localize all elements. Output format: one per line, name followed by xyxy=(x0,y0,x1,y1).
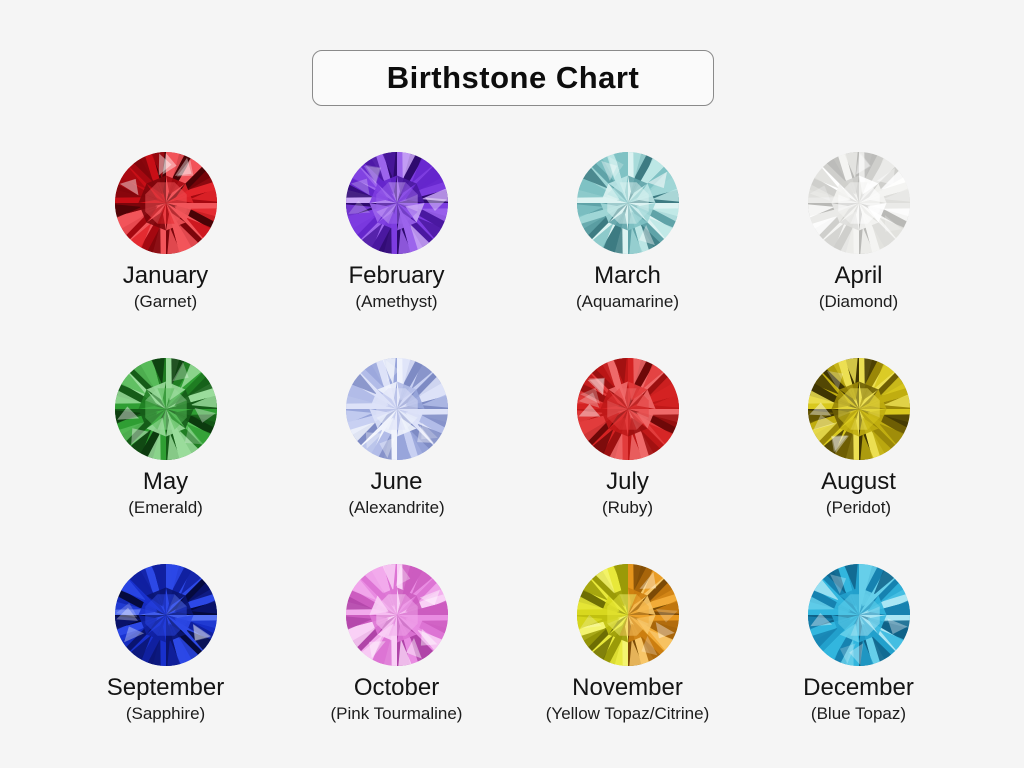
month-label: April xyxy=(834,262,883,289)
month-label: August xyxy=(821,468,896,495)
birthstone-cell-july: July (Ruby) xyxy=(512,358,743,518)
garnet-gem-icon xyxy=(114,152,217,254)
stone-label: (Peridot) xyxy=(825,498,892,517)
amethyst-gem-icon xyxy=(345,152,448,254)
month-label: September xyxy=(106,674,225,701)
alexandrite-gem-icon xyxy=(345,358,448,460)
sapphire-gem-icon xyxy=(114,564,217,666)
stone-label: (Pink Tourmaline) xyxy=(330,704,463,723)
birthstone-grid: January (Garnet) February (Amethyst) Mar… xyxy=(50,152,974,724)
stone-label: (Aquamarine) xyxy=(576,292,679,311)
birthstone-cell-december: December (Blue Topaz) xyxy=(743,564,974,724)
diamond-gem-icon xyxy=(807,152,910,254)
stone-label: (Ruby) xyxy=(601,498,653,517)
month-label: February xyxy=(348,262,445,289)
aquamarine-gem-icon xyxy=(576,152,679,254)
birthstone-cell-february: February (Amethyst) xyxy=(281,152,512,312)
emerald-gem-icon xyxy=(114,358,217,460)
birthstone-cell-april: April (Diamond) xyxy=(743,152,974,312)
stone-label: (Alexandrite) xyxy=(348,498,445,517)
month-label: November xyxy=(572,674,683,701)
stone-label: (Yellow Topaz/Citrine) xyxy=(545,704,710,723)
birthstone-cell-march: March (Aquamarine) xyxy=(512,152,743,312)
page-title: Birthstone Chart xyxy=(386,60,640,95)
birthstone-cell-january: January (Garnet) xyxy=(50,152,281,312)
stone-label: (Sapphire) xyxy=(125,704,206,723)
stone-label: (Garnet) xyxy=(133,292,198,311)
month-label: March xyxy=(594,262,661,289)
month-label: December xyxy=(803,674,914,701)
month-label: January xyxy=(122,262,209,289)
yellow-topaz-citrine-gem-icon xyxy=(576,564,679,666)
month-label: October xyxy=(353,674,440,701)
stone-label: (Amethyst) xyxy=(355,292,438,311)
birthstone-cell-may: May (Emerald) xyxy=(50,358,281,518)
birthstone-cell-august: August (Peridot) xyxy=(743,358,974,518)
pink-tourmaline-gem-icon xyxy=(345,564,448,666)
ruby-gem-icon xyxy=(576,358,679,460)
chart-title-box: Birthstone Chart xyxy=(312,50,714,106)
birthstone-cell-june: June (Alexandrite) xyxy=(281,358,512,518)
month-label: June xyxy=(370,468,423,495)
birthstone-cell-october: October (Pink Tourmaline) xyxy=(281,564,512,724)
birthstone-cell-september: September (Sapphire) xyxy=(50,564,281,724)
stone-label: (Emerald) xyxy=(128,498,203,517)
month-label: May xyxy=(142,468,189,495)
birthstone-cell-november: November (Yellow Topaz/Citrine) xyxy=(512,564,743,724)
stone-label: (Diamond) xyxy=(818,292,899,311)
peridot-gem-icon xyxy=(807,358,910,460)
stone-label: (Blue Topaz) xyxy=(810,704,907,723)
blue-topaz-gem-icon xyxy=(807,564,910,666)
month-label: July xyxy=(606,468,649,495)
